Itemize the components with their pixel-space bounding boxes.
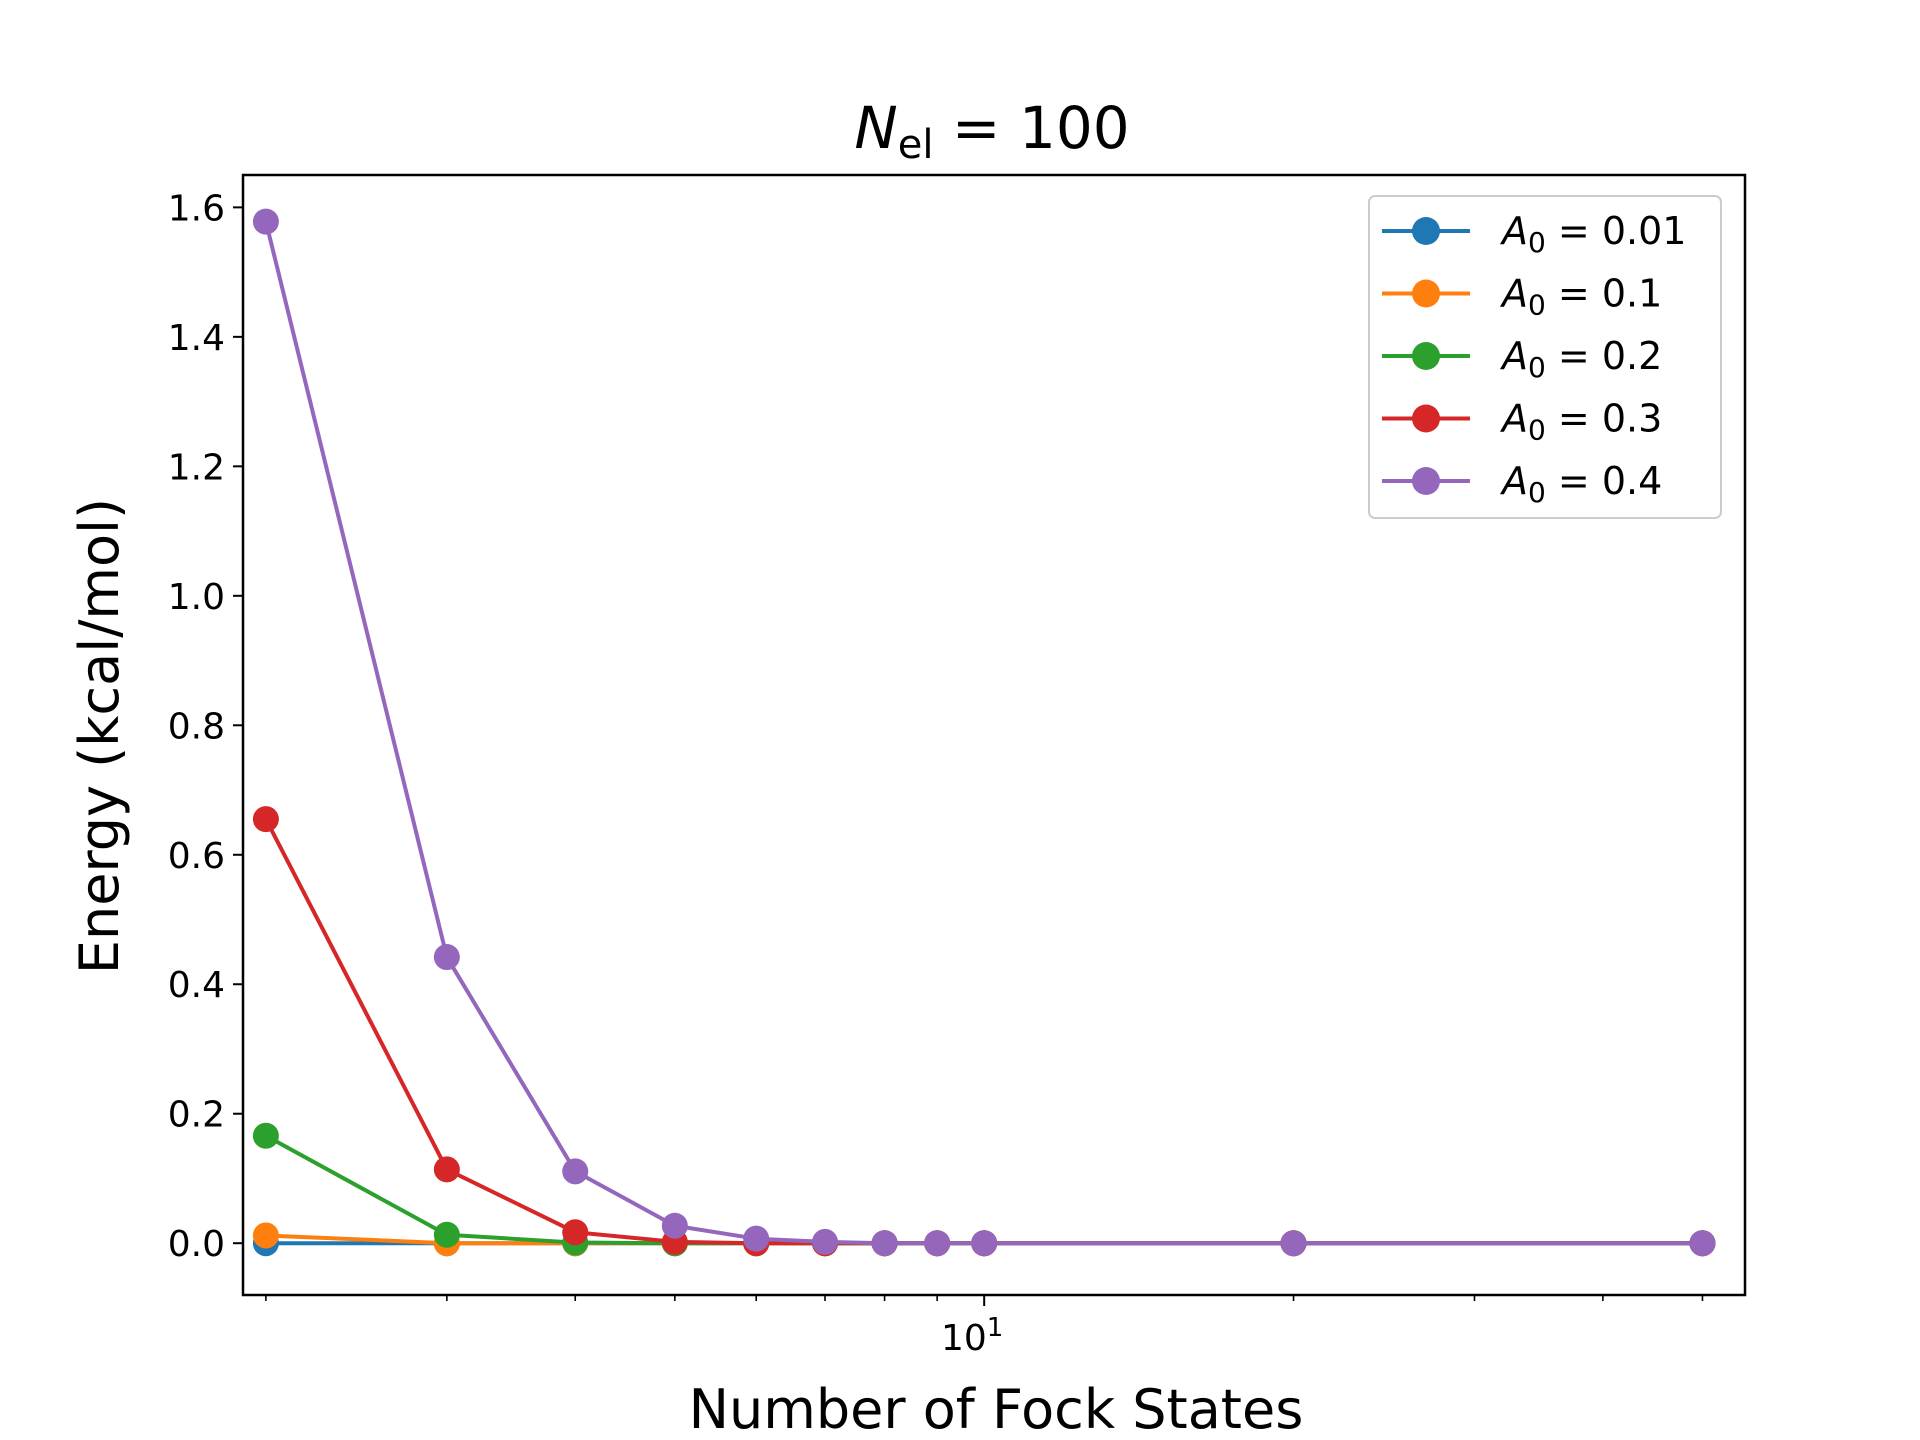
legend-marker	[1412, 467, 1440, 495]
legend-item: A0 = 0.3	[1382, 397, 1662, 447]
chart-title: Nel = 100	[854, 94, 1129, 168]
y-tick-label: 0.8	[168, 706, 225, 747]
title-text: Nel = 100	[854, 94, 1129, 168]
data-point	[971, 1230, 998, 1257]
data-point	[433, 944, 460, 971]
axes-frame	[241, 173, 1747, 1297]
legend-label: A0 = 0.4	[1499, 459, 1662, 509]
y-tick-label: 0.0	[168, 1224, 225, 1265]
data-point	[871, 1230, 898, 1257]
data-point	[743, 1225, 770, 1252]
legend-label: A0 = 0.3	[1499, 397, 1662, 447]
data-point	[811, 1228, 838, 1255]
legend-item: A0 = 0.01	[1382, 209, 1686, 259]
legend-marker	[1412, 217, 1440, 245]
data-point	[562, 1219, 589, 1246]
y-tick-label: 1.6	[168, 188, 225, 229]
legend-marker	[1412, 342, 1440, 370]
legend-marker	[1412, 404, 1440, 433]
data-point	[661, 1212, 688, 1239]
legend-label: A0 = 0.01	[1499, 209, 1686, 259]
legend-box	[1368, 195, 1722, 519]
data-point	[433, 1156, 460, 1183]
x-tick-label: 101	[941, 1313, 1003, 1359]
y-tick-label: 0.6	[168, 836, 225, 877]
data-point	[252, 208, 279, 235]
y-tick-label: 1.2	[168, 447, 225, 488]
data-point	[562, 1158, 589, 1185]
data-point	[924, 1230, 951, 1257]
legend-marker	[1412, 279, 1440, 308]
y-axis-label: Energy (kcal/mol)	[68, 498, 131, 974]
data-point	[1689, 1230, 1716, 1257]
data-point	[252, 1122, 279, 1149]
legend-label: A0 = 0.2	[1499, 334, 1662, 384]
legend-item: A0 = 0.2	[1382, 334, 1662, 384]
data-point	[252, 1222, 279, 1249]
y-tick-label: 1.0	[168, 577, 225, 618]
legend-label: A0 = 0.1	[1499, 272, 1662, 322]
legend-item: A0 = 0.4	[1382, 459, 1662, 509]
legend-item: A0 = 0.1	[1382, 272, 1662, 322]
y-tick-label: 0.2	[168, 1095, 225, 1136]
data-point	[1280, 1230, 1307, 1257]
data-point	[252, 806, 279, 833]
legend: A0 = 0.01 A0 = 0.1 A0 = 0.2 A0 = 0.3 A0 = 0.…	[1368, 195, 1722, 519]
x-axis-label: Number of Fock States	[689, 1378, 1304, 1440]
y-tick-label: 0.4	[168, 965, 225, 1006]
data-point	[433, 1221, 460, 1248]
series-5	[252, 208, 1716, 1257]
y-tick-label: 1.4	[168, 318, 225, 359]
